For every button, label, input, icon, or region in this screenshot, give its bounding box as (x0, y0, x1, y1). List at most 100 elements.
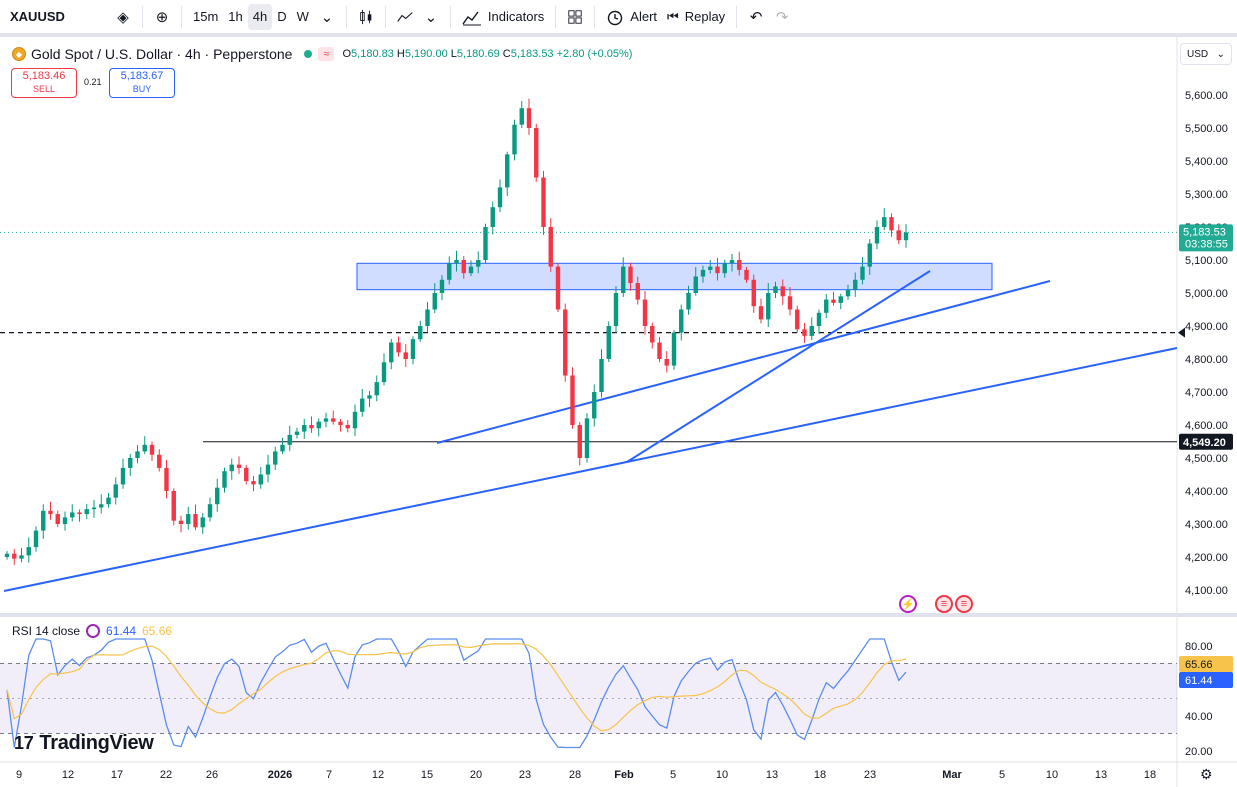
candle-body (882, 217, 887, 227)
candle-body (287, 434, 292, 445)
buy-price: 5,183.67 (120, 70, 164, 82)
candle-body (773, 286, 778, 293)
time-tick-label: 23 (864, 769, 876, 781)
candle-body (331, 418, 336, 422)
candle-body (838, 296, 843, 303)
buy-button[interactable]: 5,183.67 BUY (109, 68, 175, 98)
layouts-icon[interactable] (562, 4, 588, 30)
tradingview-logo[interactable]: 17 TradingView (14, 732, 154, 755)
price-chart[interactable]: 5,600.005,500.005,400.005,300.005,200.00… (0, 37, 1237, 787)
replay-button[interactable]: ⏮ Replay (662, 4, 730, 30)
chevron-down-icon: ⌄ (1216, 48, 1225, 60)
divider (181, 5, 182, 28)
candle-body (99, 504, 104, 508)
time-tick-label: Mar (942, 769, 962, 781)
price-tick-label: 5,100.00 (1185, 255, 1228, 267)
time-tick-label: 15 (421, 769, 433, 781)
rsi-label: RSI 14 close (12, 624, 81, 638)
time-tick-label: 2026 (268, 769, 292, 781)
candle-body (555, 266, 561, 310)
add-symbol-icon[interactable]: ⊕ (155, 8, 169, 26)
candle-body (476, 260, 481, 267)
currency-selector[interactable]: USD ⌄ (1180, 43, 1232, 65)
interval-w[interactable]: W (296, 9, 309, 24)
candle-body (454, 260, 459, 264)
candle-body (26, 547, 31, 556)
rsi-line (6, 638, 907, 749)
candle-body (178, 520, 184, 524)
candle-body (222, 471, 227, 488)
candle-body (483, 227, 488, 260)
candle-body (142, 444, 147, 452)
gear-icon[interactable]: ⚙ (1200, 766, 1213, 782)
interval-1h[interactable]: 1h (228, 9, 243, 24)
candle-body (41, 510, 46, 531)
us-flag-icon[interactable]: ≡ (955, 595, 973, 613)
candle-body (903, 232, 909, 241)
candle-body (62, 517, 68, 524)
interval-4h[interactable]: 4h (247, 3, 273, 30)
alert-button[interactable]: Alert (601, 4, 662, 30)
candle-body (570, 375, 575, 425)
symbol-search[interactable]: XAUUSD (0, 4, 110, 30)
replay-label: Replay (684, 9, 726, 24)
candle-body (512, 124, 517, 155)
candle-body (708, 266, 713, 270)
time-tick-label: 26 (206, 769, 218, 781)
brand-name: TradingView (39, 732, 154, 754)
price-tick-label: 4,200.00 (1185, 552, 1228, 564)
chevron-down-icon[interactable]: ⌄ (320, 8, 334, 26)
interval-d[interactable]: D (277, 9, 287, 24)
price-tick-label: 4,600.00 (1185, 420, 1228, 432)
candle-body (766, 293, 771, 320)
candle-body (171, 491, 176, 521)
time-tick-label: 10 (1046, 769, 1058, 781)
candle-body (613, 293, 619, 326)
candle-body (323, 418, 329, 422)
candle-body (360, 398, 365, 412)
trendline-steep (626, 270, 931, 463)
chevron-down-icon[interactable]: ⌄ (424, 8, 438, 26)
candle-body (577, 425, 582, 458)
sync-icon[interactable] (86, 624, 101, 638)
top-toolbar: XAUUSD ◈ ⊕ 15m 1h 4h D W ⌄ ⌄ Indicators … (0, 0, 1237, 37)
time-tick-label: 28 (569, 769, 581, 781)
candle-body (236, 464, 242, 468)
interval-15m[interactable]: 15m (193, 9, 219, 24)
candle-body (853, 279, 858, 290)
last-price-tag (1179, 224, 1233, 252)
candle-body (418, 326, 423, 340)
candle-body (497, 187, 503, 208)
rsi-legend: RSI 14 close 61.44 65.66 (12, 624, 172, 638)
market-open-icon (304, 50, 313, 58)
time-tick-label: Feb (614, 769, 634, 781)
low-value: 5,180.69 (456, 48, 500, 60)
redo-icon[interactable]: ↷ (775, 8, 789, 26)
time-tick-label: 20 (470, 769, 482, 781)
us-flag-icon[interactable]: ≡ (935, 595, 953, 613)
candle-body (91, 507, 97, 510)
undo-icon[interactable]: ↶ (749, 8, 763, 26)
buy-label: BUY (132, 84, 152, 94)
rsi-ma-tag (1179, 656, 1233, 672)
indicators-button[interactable]: Indicators (457, 4, 549, 30)
candle-body (650, 326, 655, 343)
time-tick-label: 10 (716, 769, 728, 781)
divider (736, 5, 738, 28)
price-tick-label: 5,300.00 (1185, 189, 1228, 201)
sell-button[interactable]: 5,183.46 SELL (11, 68, 77, 98)
line-chart-icon[interactable] (392, 4, 418, 30)
candle-body (751, 279, 756, 307)
alert-clock-icon (608, 10, 623, 25)
diamond-icon[interactable]: ◈ (117, 8, 129, 26)
candle-body (548, 227, 553, 267)
candles-icon[interactable] (353, 4, 379, 30)
time-tick-label: 18 (814, 769, 826, 781)
last-price-label: 5,183.53 (1183, 226, 1226, 238)
price-tick-label: 5,000.00 (1185, 288, 1228, 300)
candle-body (657, 342, 662, 359)
candle-body (802, 329, 807, 336)
time-tick-label: 23 (519, 769, 531, 781)
event-lightning-icon[interactable]: ⚡ (899, 595, 917, 613)
candle-body (381, 362, 387, 383)
